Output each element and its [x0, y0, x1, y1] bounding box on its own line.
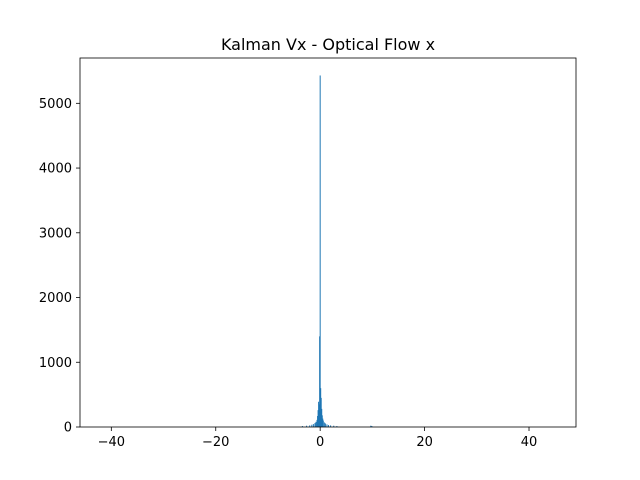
x-tick-label: 40 [521, 435, 538, 450]
histogram-bar-12 [319, 336, 321, 427]
x-axis: −40 −20 0 20 40 [98, 427, 538, 450]
histogram-bar-21 [324, 423, 326, 427]
histogram-bar-25 [333, 425, 335, 427]
histogram-bar-14 [320, 388, 322, 427]
bars-group [301, 75, 373, 428]
histogram-bar-16 [321, 408, 323, 427]
y-tick-label: 0 [64, 421, 72, 436]
histogram-bar-22 [326, 424, 328, 427]
y-tick-label: 3000 [39, 226, 72, 241]
histogram-bar-1 [306, 425, 308, 427]
histogram-bar-13 [319, 75, 321, 428]
histogram-bar-20 [323, 422, 325, 427]
histogram-bar-10 [318, 401, 320, 427]
histogram-bar-24 [330, 425, 332, 427]
histogram-bar-2 [309, 425, 311, 427]
histogram-bar-19 [322, 420, 324, 427]
histogram-bar-6 [315, 421, 317, 427]
histogram-bar-9 [317, 410, 319, 427]
y-tick-label: 4000 [39, 162, 72, 177]
x-tick-label: 0 [316, 435, 324, 450]
histogram-bar-15 [320, 397, 322, 427]
histogram-bar-0 [301, 426, 303, 427]
x-tick-label: −20 [202, 435, 229, 450]
histogram-bar-8 [317, 415, 319, 427]
histogram-bar-23 [328, 425, 330, 427]
histogram-bar-26 [336, 426, 338, 427]
x-tick-label: 20 [416, 435, 433, 450]
histogram-bar-28 [371, 426, 373, 427]
histogram-bar-5 [314, 423, 316, 427]
x-tick-label: −40 [98, 435, 125, 450]
histogram-bar-3 [311, 424, 313, 427]
y-tick-label: 5000 [39, 97, 72, 112]
plot-area-frame [79, 57, 577, 428]
histogram-bar-17 [321, 415, 323, 427]
histogram-bar-18 [322, 418, 324, 427]
histogram-bar-4 [312, 424, 314, 427]
y-axis: 0 1000 2000 3000 4000 5000 [39, 97, 80, 436]
y-tick-label: 2000 [39, 291, 72, 306]
histogram-bar-11 [318, 404, 320, 427]
y-tick-label: 1000 [39, 356, 72, 371]
chart-title: Kalman Vx - Optical Flow x [221, 35, 435, 54]
histogram-bar-7 [316, 419, 318, 427]
histogram-bar-27 [370, 425, 372, 427]
